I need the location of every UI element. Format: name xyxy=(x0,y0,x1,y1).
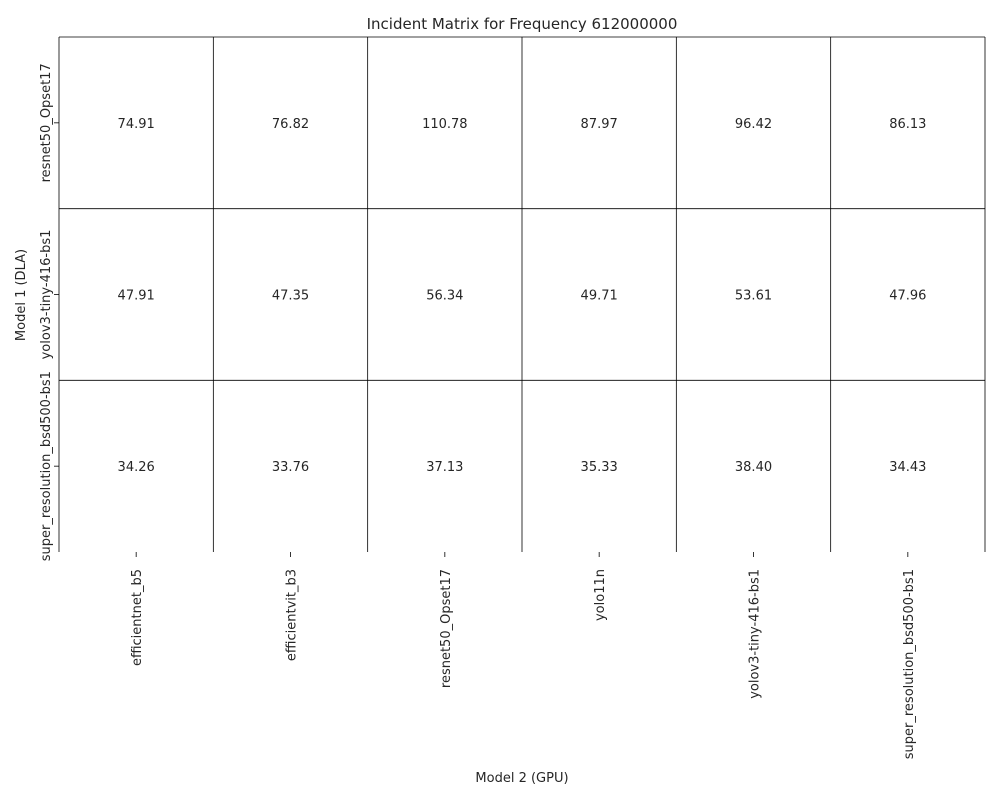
cell-value-label: 37.13 xyxy=(426,460,463,475)
heatmap-cell xyxy=(830,37,985,209)
heatmap-cell xyxy=(522,37,677,209)
cell-value-label: 86.13 xyxy=(889,117,926,132)
heatmap-value-labels: 74.91 76.82 110.78 87.97 96.42 86.13 47.91 47.3… xyxy=(118,117,927,475)
cell-value-label: 33.76 xyxy=(272,460,309,475)
cell-value-label: 35.33 xyxy=(581,460,618,475)
heatmap-cell xyxy=(59,208,214,381)
heatmap-cell xyxy=(213,380,368,552)
heatmap-cell xyxy=(367,208,522,381)
cell-value-label: 38.40 xyxy=(735,460,772,475)
cell-value-label: 96.42 xyxy=(735,117,772,132)
y-tick-label: yolov3-tiny-416-bs1 xyxy=(39,230,54,360)
heatmap-cell xyxy=(367,380,522,552)
heatmap-cell xyxy=(676,380,831,552)
heatmap-cell xyxy=(830,380,985,552)
x-tick-label: efficientnet_b5 xyxy=(130,569,145,666)
heatmap-cell xyxy=(676,208,831,381)
cell-value-label: 47.96 xyxy=(889,289,926,304)
cell-value-label: 34.26 xyxy=(118,460,155,475)
x-axis-label: Model 2 (GPU) xyxy=(475,771,568,786)
y-axis-label: Model 1 (DLA) xyxy=(14,249,29,341)
chart-title: Incident Matrix for Frequency 612000000 xyxy=(367,15,678,33)
y-axis-ticks: resnet50_Opset17 yolov3-tiny-416-bs1 super… xyxy=(39,63,59,561)
cell-value-label: 76.82 xyxy=(272,117,309,132)
cell-value-label: 110.78 xyxy=(422,117,468,132)
x-tick-label: super_resolution_bsd500-bs1 xyxy=(902,569,917,759)
heatmap-cells xyxy=(59,37,985,552)
cell-value-label: 47.35 xyxy=(272,289,309,304)
heatmap-cell xyxy=(59,380,214,552)
heatmap-cell xyxy=(676,37,831,209)
cell-value-label: 87.97 xyxy=(581,117,618,132)
cell-value-label: 47.91 xyxy=(118,289,155,304)
x-axis-ticks: efficientnet_b5 efficientvit_b3 resnet50_O… xyxy=(130,552,917,759)
heatmap-cell xyxy=(213,208,368,381)
heatmap-cell xyxy=(59,37,214,209)
cell-value-label: 34.43 xyxy=(889,460,926,475)
x-tick-label: yolov3-tiny-416-bs1 xyxy=(748,569,763,699)
heatmap-cell xyxy=(367,37,522,209)
cell-value-label: 74.91 xyxy=(118,117,155,132)
y-tick-label: super_resolution_bsd500-bs1 xyxy=(39,371,54,561)
heatmap-cell xyxy=(522,380,677,552)
cell-value-label: 53.61 xyxy=(735,289,772,304)
cell-value-label: 49.71 xyxy=(581,289,618,304)
x-tick-label: resnet50_Opset17 xyxy=(439,569,454,688)
cell-value-label: 56.34 xyxy=(426,289,463,304)
heatmap-cell xyxy=(522,208,677,381)
heatmap-cell xyxy=(213,37,368,209)
x-tick-label: efficientvit_b3 xyxy=(285,569,300,661)
x-tick-label: yolo11n xyxy=(593,569,608,621)
heatmap-cell xyxy=(830,208,985,381)
y-tick-label: resnet50_Opset17 xyxy=(39,63,54,182)
